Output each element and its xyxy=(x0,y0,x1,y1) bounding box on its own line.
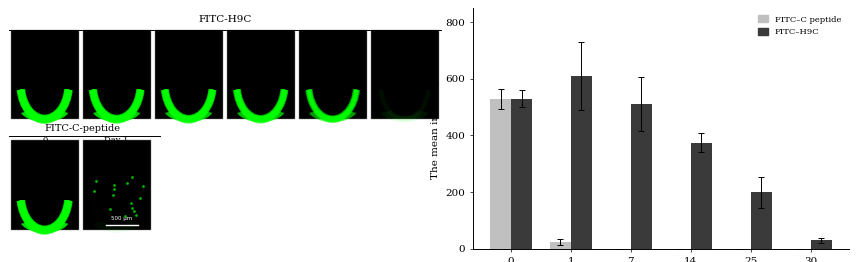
Text: 0: 0 xyxy=(42,136,48,144)
Point xyxy=(87,189,101,193)
Point xyxy=(129,213,143,217)
Text: Day 25: Day 25 xyxy=(318,30,347,37)
Bar xyxy=(751,192,772,249)
FancyBboxPatch shape xyxy=(83,30,151,119)
Bar xyxy=(811,241,831,249)
Point xyxy=(133,196,147,200)
Wedge shape xyxy=(381,111,429,122)
Text: Day 1: Day 1 xyxy=(105,30,129,37)
Point xyxy=(89,178,103,183)
Point xyxy=(136,184,150,188)
Bar xyxy=(511,99,532,249)
FancyBboxPatch shape xyxy=(299,30,366,119)
FancyBboxPatch shape xyxy=(10,140,79,230)
Point xyxy=(103,208,117,212)
Bar xyxy=(631,104,652,249)
FancyBboxPatch shape xyxy=(155,30,223,119)
Point xyxy=(127,209,141,213)
Text: Day 7: Day 7 xyxy=(177,30,201,37)
FancyBboxPatch shape xyxy=(371,30,438,119)
Point xyxy=(107,183,121,187)
FancyBboxPatch shape xyxy=(227,30,294,119)
Bar xyxy=(691,143,712,249)
Point xyxy=(118,214,132,218)
Text: Day 14: Day 14 xyxy=(246,30,275,37)
Point xyxy=(107,187,120,191)
Text: Day 1: Day 1 xyxy=(105,136,129,144)
Point xyxy=(120,181,134,185)
Wedge shape xyxy=(93,111,140,122)
FancyBboxPatch shape xyxy=(83,140,151,230)
Bar xyxy=(490,99,511,249)
Wedge shape xyxy=(21,222,68,233)
Point xyxy=(126,175,139,179)
Wedge shape xyxy=(21,111,68,122)
Bar xyxy=(571,76,592,249)
Text: FITC-C-peptide: FITC-C-peptide xyxy=(44,124,120,133)
Bar xyxy=(550,242,571,249)
Text: 0: 0 xyxy=(42,30,48,37)
Wedge shape xyxy=(309,111,357,122)
FancyBboxPatch shape xyxy=(10,30,79,119)
Legend: FITC–C peptide, FITC–H9C: FITC–C peptide, FITC–H9C xyxy=(755,12,844,40)
Text: FITC-H9C: FITC-H9C xyxy=(198,15,251,24)
Text: 500 μm: 500 μm xyxy=(111,216,132,221)
Wedge shape xyxy=(237,111,284,122)
Y-axis label: The mean intensity: The mean intensity xyxy=(431,78,440,179)
Point xyxy=(124,201,138,205)
Text: Day 30: Day 30 xyxy=(390,30,419,37)
Wedge shape xyxy=(165,111,212,122)
Point xyxy=(125,206,139,210)
Point xyxy=(107,193,120,197)
